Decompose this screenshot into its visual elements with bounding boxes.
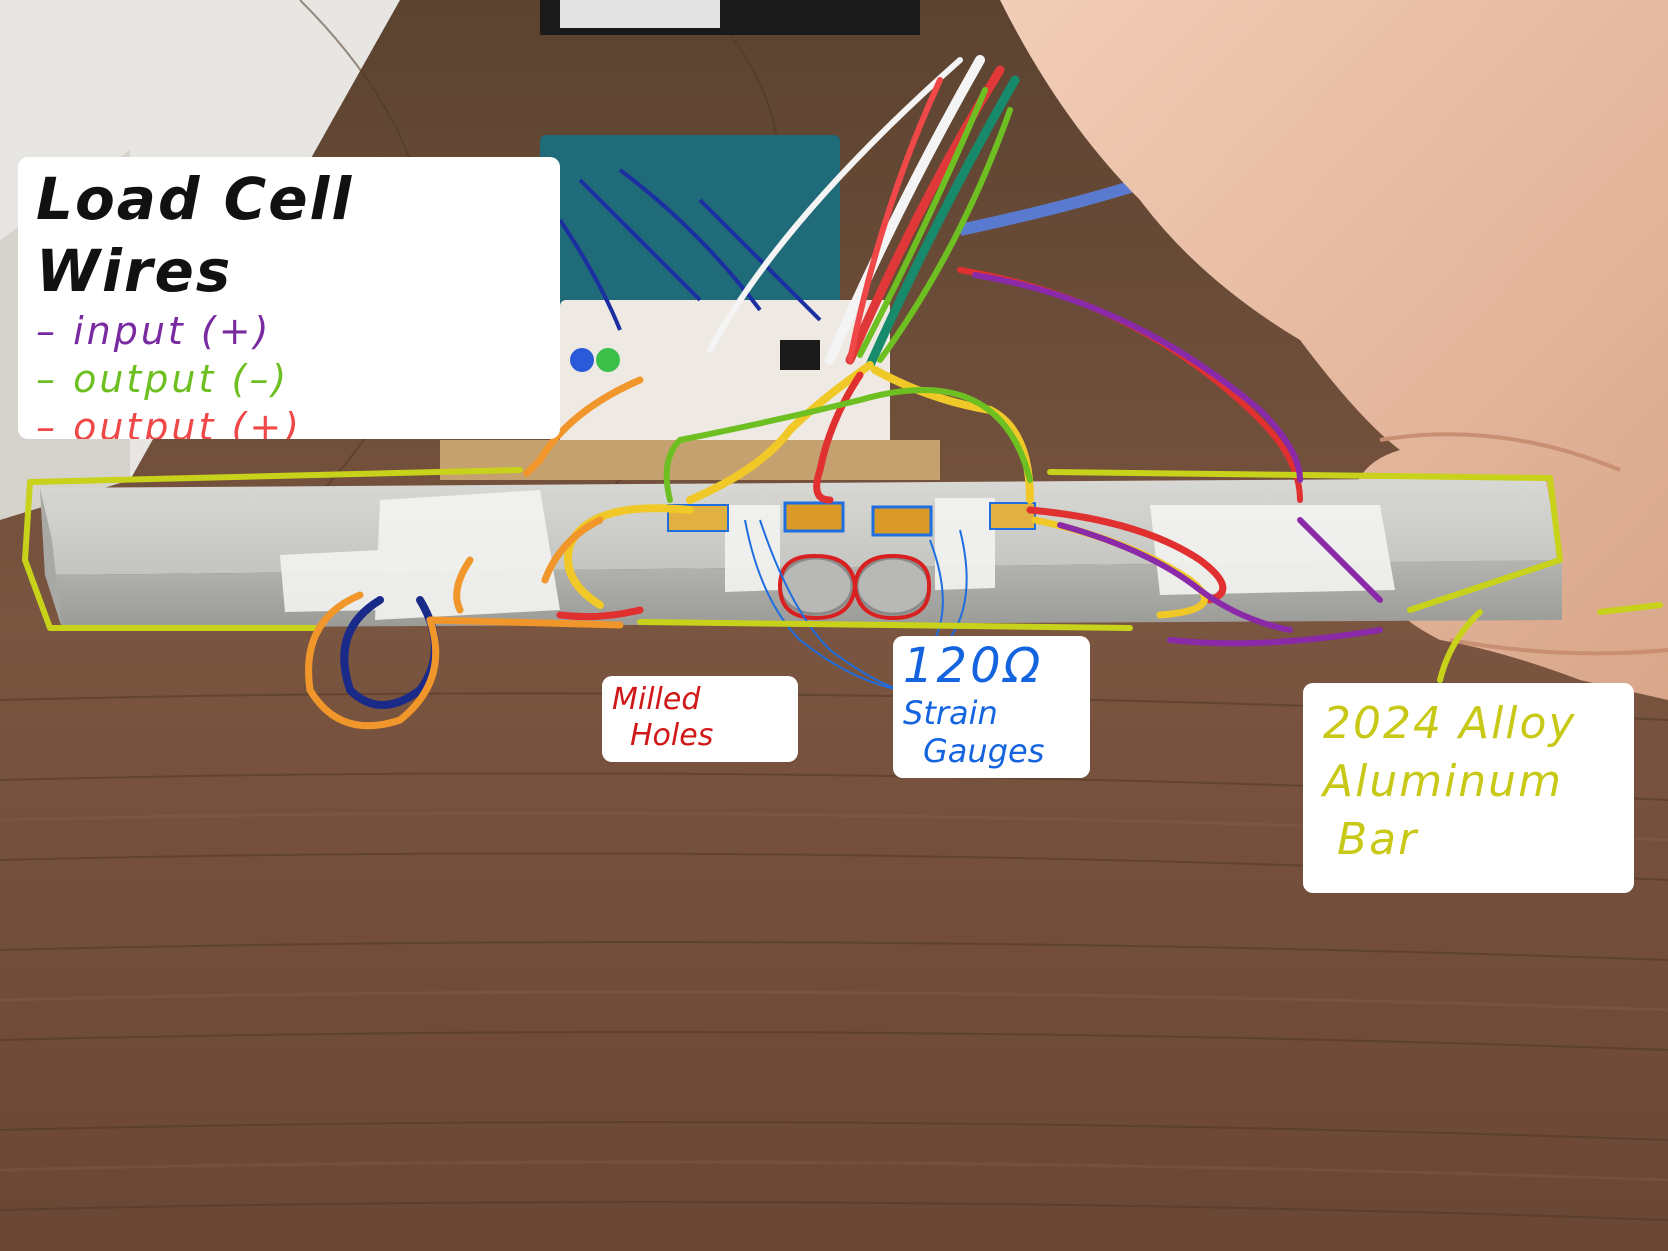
- milled-holes-line1: Milled: [612, 682, 701, 717]
- milled-holes-line2: Holes: [630, 718, 714, 753]
- milled-holes: [777, 553, 932, 621]
- legend-item-output-minus: – output (–): [36, 357, 290, 401]
- alloy-bar-label: 2024 Alloy Aluminum Bar: [1303, 683, 1634, 893]
- strain-gauges-line2: Strain: [903, 694, 998, 732]
- strain-gauges: [667, 501, 1036, 691]
- legend-item-output-plus: – output (+): [36, 405, 302, 439]
- alloy-line1: 2024 Alloy: [1323, 698, 1577, 749]
- wires: [340, 55, 1303, 709]
- legend-item-input-plus: – input (+): [36, 309, 272, 353]
- alloy-line2: Aluminum: [1323, 756, 1563, 807]
- arduino-breadboard: [440, 0, 1183, 480]
- milled-holes-label: Milled Holes: [602, 676, 798, 762]
- highlight-outlines: [22, 77, 1663, 730]
- strain-gauges-line3: Gauges: [923, 732, 1045, 770]
- strain-gauges-line1: 120Ω: [903, 638, 1044, 694]
- legend-title: Load Cell Wires: [36, 165, 354, 305]
- alloy-line3: Bar: [1337, 814, 1419, 865]
- wire-legend: Load Cell Wires – input (+) – output (–)…: [18, 157, 560, 439]
- strain-gauges-label: 120Ω Strain Gauges: [893, 636, 1090, 778]
